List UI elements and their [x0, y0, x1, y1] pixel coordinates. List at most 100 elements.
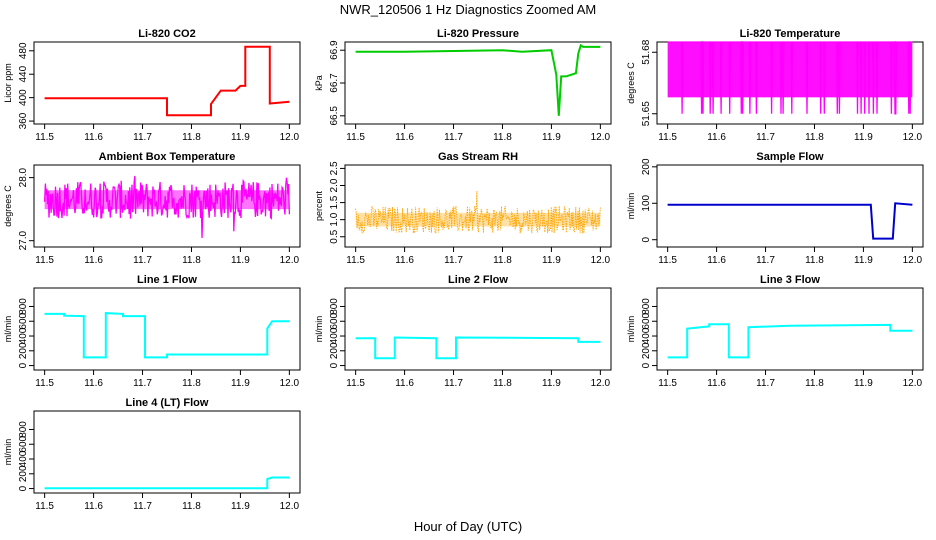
y-tick-label: 27.0	[18, 231, 29, 251]
panel-title: Line 4 (LT) Flow	[126, 397, 209, 409]
x-tick-label: 11.7	[444, 378, 463, 389]
x-tick-label: 11.8	[182, 378, 201, 389]
x-tick-label: 11.9	[854, 378, 873, 389]
series-line	[667, 202, 913, 240]
x-tick-label: 12.0	[591, 132, 611, 143]
x-tick-label: 12.0	[280, 501, 300, 512]
panel-title: Line 3 Flow	[760, 274, 820, 286]
y-axis-label: degrees C	[626, 62, 636, 104]
panel-3: Li-820 Temperature 11.5 11.6 11.7 11.8 11.9 12…	[626, 28, 924, 143]
y-tick-label: 600	[18, 435, 29, 452]
panel-title: Sample Flow	[756, 151, 824, 163]
x-tick-label: 11.7	[756, 378, 775, 389]
y-axis-label: ml/min	[3, 316, 13, 343]
y-axis-label: ml/min	[626, 193, 636, 220]
panel-title: Line 2 Flow	[448, 274, 508, 286]
x-tick-label: 11.8	[805, 132, 824, 143]
x-tick-label: 11.5	[35, 255, 54, 266]
plot-frame	[656, 164, 924, 248]
series-line	[44, 312, 290, 359]
x-tick-label: 11.9	[542, 132, 561, 143]
y-tick-label: 400	[18, 89, 29, 106]
y-tick-label: 400	[329, 327, 340, 344]
x-tick-label: 11.7	[133, 378, 152, 389]
x-tick-label: 11.7	[133, 132, 152, 143]
y-axis-label: Licor ppm	[3, 63, 13, 103]
x-tick-label: 12.0	[903, 255, 923, 266]
y-tick-label: 360	[18, 112, 29, 129]
plot-frame	[33, 41, 301, 125]
x-tick-label: 11.6	[84, 501, 103, 512]
series-line	[44, 476, 290, 490]
y-tick-label: 2.5	[329, 161, 340, 175]
y-tick-label: 0	[641, 236, 652, 242]
x-tick-label: 11.6	[395, 255, 414, 266]
x-tick-label: 11.6	[707, 132, 726, 143]
series-band	[44, 190, 290, 210]
y-axis-label: kPa	[314, 75, 324, 91]
x-tick-label: 11.6	[84, 255, 103, 266]
panel-title: Li-820 Pressure	[437, 28, 519, 40]
panel-title: Li-820 CO2	[138, 28, 195, 40]
y-tick-label: 800	[18, 421, 29, 438]
panel-title: Ambient Box Temperature	[99, 151, 236, 163]
x-tick-label: 12.0	[903, 378, 923, 389]
x-axis-label: Hour of Day (UTC)	[414, 519, 522, 534]
x-tick-label: 11.8	[805, 255, 824, 266]
y-axis-label: ml/min	[314, 316, 324, 343]
series-line	[355, 191, 601, 234]
x-tick-label: 11.6	[707, 255, 726, 266]
x-tick-label: 11.9	[231, 501, 250, 512]
x-tick-label: 11.5	[346, 255, 365, 266]
plot-frame	[33, 287, 301, 371]
x-tick-label: 11.8	[182, 132, 201, 143]
x-tick-label: 11.7	[133, 255, 152, 266]
y-tick-label: 480	[18, 42, 29, 59]
x-tick-label: 11.6	[84, 132, 103, 143]
series-band	[667, 42, 913, 98]
y-tick-label: 66.9	[329, 40, 340, 60]
y-axis-label: ml/min	[626, 316, 636, 343]
y-tick-label: 800	[18, 298, 29, 315]
x-tick-label: 11.8	[493, 255, 512, 266]
x-tick-label: 12.0	[591, 378, 611, 389]
plot-frame	[656, 287, 924, 371]
panel-8: Line 2 Flow 11.5 11.6 11.7 11.8 11.9 12.0 0 2004…	[314, 274, 612, 389]
panel-title: Li-820 Temperature	[740, 28, 841, 40]
plot-frame	[344, 287, 612, 371]
x-tick-label: 11.8	[182, 501, 201, 512]
y-tick-label: 600	[329, 312, 340, 329]
y-tick-label: 51.65	[641, 101, 652, 126]
y-tick-label: 800	[329, 298, 340, 315]
panel-1: Li-820 CO2 11.5 11.6 11.7 11.8 11.9 12.0 360 400…	[3, 28, 301, 143]
y-tick-label: 200	[18, 465, 29, 482]
y-tick-label: 0	[641, 362, 652, 368]
x-tick-label: 11.5	[658, 132, 677, 143]
x-tick-label: 11.5	[658, 255, 677, 266]
x-tick-label: 11.5	[35, 132, 54, 143]
y-tick-label: 2.0	[329, 178, 340, 192]
y-tick-label: 28.0	[18, 167, 29, 187]
series-line	[355, 336, 601, 360]
y-tick-label: 200	[329, 342, 340, 359]
x-tick-label: 11.6	[707, 378, 726, 389]
panel-6: Sample Flow 11.5 11.6 11.7 11.8 11.9 12.0 0 100 2…	[626, 151, 924, 266]
x-tick-label: 11.9	[542, 255, 561, 266]
panel-5: Gas Stream RH 11.5 11.6 11.7 11.8 11.9 12.0 0.5…	[314, 151, 612, 266]
x-tick-label: 12.0	[903, 132, 923, 143]
y-tick-label: 600	[18, 312, 29, 329]
x-tick-label: 11.7	[444, 132, 463, 143]
x-tick-label: 12.0	[280, 378, 300, 389]
y-tick-label: 1.5	[329, 195, 340, 209]
y-tick-label: 400	[18, 450, 29, 467]
x-tick-label: 12.0	[591, 255, 611, 266]
x-tick-label: 11.9	[231, 132, 250, 143]
y-axis-label: ml/min	[3, 439, 13, 466]
x-tick-label: 11.8	[493, 132, 512, 143]
x-tick-label: 11.8	[805, 378, 824, 389]
panel-10: Line 4 (LT) Flow 11.5 11.6 11.7 11.8 11.9 12.0…	[3, 397, 301, 512]
x-tick-label: 11.9	[854, 132, 873, 143]
y-tick-label: 600	[641, 312, 652, 329]
y-tick-label: 100	[641, 194, 652, 211]
